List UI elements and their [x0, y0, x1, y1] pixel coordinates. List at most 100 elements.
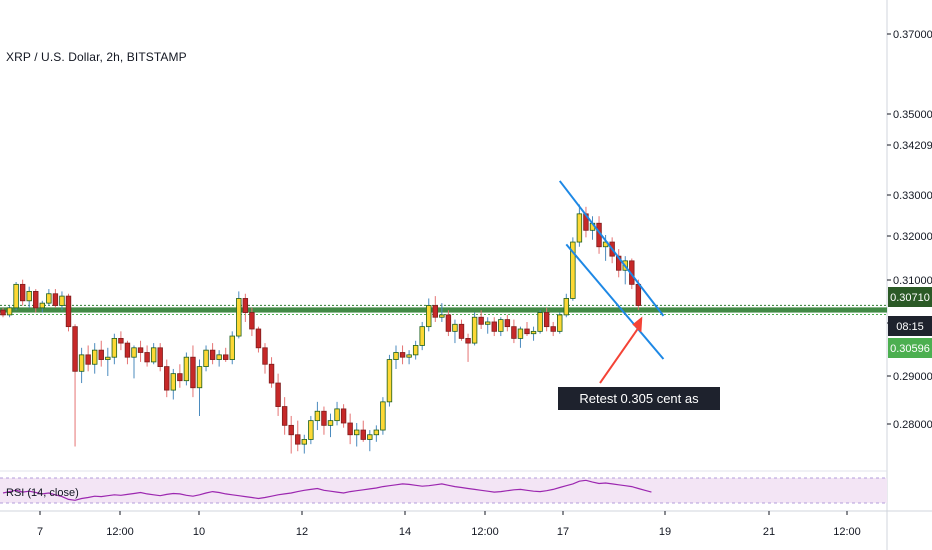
price-tag — [888, 338, 932, 358]
candle-body-down — [491, 321, 497, 332]
candle-body-up — [557, 314, 563, 332]
candle — [124, 340, 131, 365]
candle-body-down — [524, 328, 530, 335]
support-zone — [0, 304, 887, 316]
candle — [183, 352, 190, 386]
candle-body-up — [452, 323, 458, 332]
candle-body-down — [157, 347, 163, 367]
candle — [268, 357, 275, 388]
candle-body-down — [52, 293, 59, 306]
candle-body-up — [78, 354, 85, 372]
candle-body-up — [530, 330, 537, 335]
x-tick-label: 12 — [296, 526, 308, 538]
channel-upper-line — [558, 180, 665, 317]
candle — [39, 300, 45, 313]
candle — [131, 345, 137, 379]
candle — [33, 289, 39, 313]
candle — [353, 423, 360, 447]
x-tick-label: 12:00 — [471, 526, 499, 538]
candle — [301, 434, 307, 454]
candle — [406, 350, 412, 365]
price-tag-label: 0.30596 — [890, 343, 930, 355]
candle-body-down — [19, 283, 26, 302]
y-tick-label: 0.28000 — [893, 419, 932, 431]
candle-body-down — [124, 342, 131, 358]
candle — [412, 340, 419, 360]
candle — [295, 420, 301, 452]
candle — [98, 340, 104, 367]
candle — [426, 298, 432, 332]
candle-body-up — [386, 359, 393, 403]
candle — [222, 347, 229, 362]
annotation-arrow — [599, 316, 643, 384]
candle-body-up — [373, 429, 380, 436]
candle — [314, 401, 321, 431]
candle-body-up — [439, 314, 445, 318]
candle — [380, 397, 386, 435]
candle — [616, 249, 622, 278]
candle-body-down — [543, 312, 550, 328]
candle-body-down — [281, 406, 288, 426]
candle — [209, 343, 216, 365]
candle-body-down — [137, 347, 144, 353]
candle-body-down — [288, 424, 294, 436]
candle-body-down — [255, 328, 262, 349]
x-tick-label: 14 — [399, 526, 411, 538]
arrow-shaft — [599, 325, 641, 384]
candle — [445, 310, 452, 337]
x-tick-label: 21 — [763, 526, 775, 538]
candle — [484, 317, 491, 334]
candle — [105, 347, 111, 376]
y-tick-label: 0.31000 — [893, 275, 932, 287]
candle-body-down — [458, 323, 465, 339]
y-tick-label: 0.32000 — [893, 231, 932, 243]
candle-body-down — [347, 422, 353, 436]
candle-body-up — [334, 408, 340, 422]
time-axis[interactable]: 7 12:00 10 12 14 12:00 17 19 21 12:00 — [37, 511, 861, 538]
candle-body-up — [576, 213, 583, 243]
candle-body-down — [118, 337, 124, 344]
candle — [52, 289, 59, 308]
candle-body-down — [249, 312, 255, 330]
candle — [589, 216, 596, 240]
candle — [275, 373, 281, 416]
y-tick-label: 0.34209 — [893, 140, 932, 152]
channel-lower-line — [565, 243, 665, 360]
candle — [150, 343, 157, 365]
price-tag — [888, 287, 932, 307]
y-tick-label: 0.29000 — [893, 371, 932, 383]
candle-body-down — [550, 326, 556, 332]
candle-body-up — [426, 305, 432, 328]
candle — [471, 312, 478, 346]
candle — [19, 279, 26, 306]
candles — [0, 204, 642, 454]
candle — [137, 340, 144, 362]
candle — [386, 354, 393, 407]
candle — [196, 359, 203, 416]
candle — [157, 343, 163, 372]
candle-body-up — [537, 312, 543, 332]
candle-body-up — [570, 241, 576, 299]
y-tick-label: 0.33000 — [893, 190, 932, 202]
candle-body-down — [478, 316, 484, 325]
candle-body-up — [419, 326, 425, 346]
candle-body-up — [484, 321, 491, 325]
candle-body-up — [131, 347, 137, 358]
candle-body-down — [242, 298, 249, 313]
candle — [26, 286, 32, 308]
candle-body-up — [301, 439, 307, 445]
candle-body-down — [635, 283, 642, 306]
candle — [367, 430, 373, 452]
candle — [144, 345, 150, 367]
candle — [177, 364, 183, 388]
price-axis[interactable]: 0.37000 0.35000 0.34209 0.33000 0.32000 0.310… — [887, 29, 932, 431]
price-tag — [888, 316, 932, 336]
x-tick-label: 7 — [37, 526, 43, 538]
candle — [530, 326, 537, 341]
candle-body-up — [6, 307, 13, 316]
candle-body-up — [229, 335, 235, 360]
candle-body-down — [340, 408, 347, 424]
candle — [85, 345, 91, 372]
